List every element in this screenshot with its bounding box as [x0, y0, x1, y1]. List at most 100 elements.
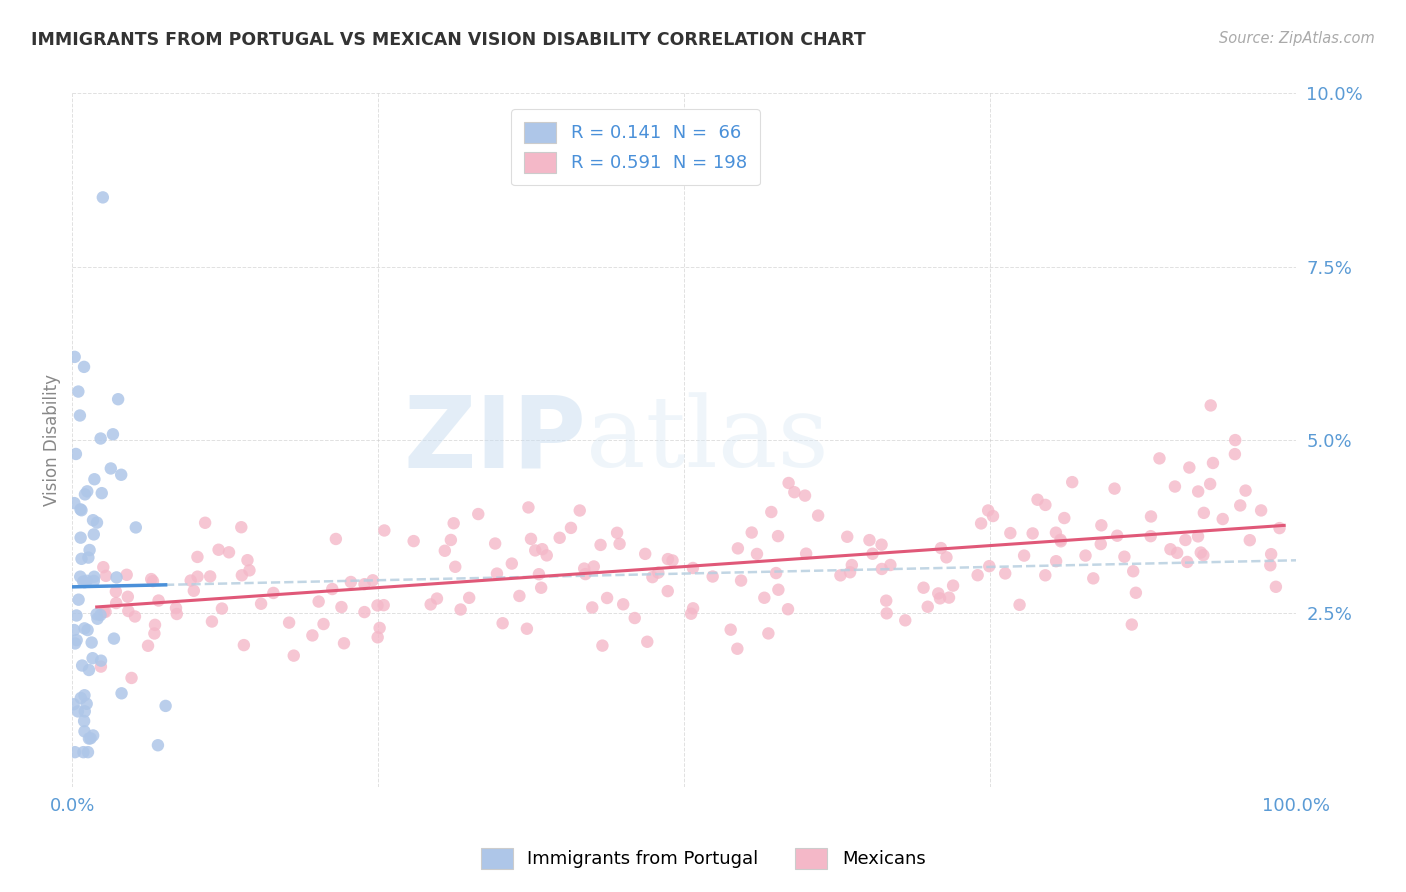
Point: [1050, 534, 1073, 549]
Point: [91, 560, 114, 574]
Point: [1264, 580, 1286, 594]
Point: [91, 190, 114, 204]
Point: [73, 575, 96, 590]
Point: [65, 608, 87, 623]
Point: [65, 447, 87, 461]
Point: [201, 615, 224, 629]
Point: [283, 648, 305, 663]
Point: [207, 542, 229, 557]
Point: [250, 597, 273, 611]
Legend: R = 0.141  N =  66, R = 0.591  N = 198: R = 0.141 N = 66, R = 0.591 N = 198: [512, 110, 759, 186]
Point: [516, 622, 538, 636]
Point: [1268, 521, 1291, 535]
Point: [1199, 477, 1222, 491]
Point: [783, 485, 806, 500]
Point: [807, 508, 830, 523]
Point: [467, 507, 489, 521]
Point: [970, 516, 993, 531]
Point: [1090, 518, 1112, 533]
Point: [67, 384, 90, 399]
Point: [929, 541, 952, 555]
Point: [73, 704, 96, 718]
Point: [79, 731, 101, 746]
Point: [110, 686, 132, 700]
Point: [1035, 498, 1057, 512]
Text: Source: ZipAtlas.com: Source: ZipAtlas.com: [1219, 31, 1375, 46]
Point: [568, 503, 591, 517]
Point: [1045, 525, 1067, 540]
Point: [1260, 547, 1282, 561]
Point: [520, 532, 543, 546]
Point: [1212, 512, 1234, 526]
Point: [90, 432, 112, 446]
Point: [90, 659, 112, 673]
Point: [73, 487, 96, 501]
Point: [745, 547, 768, 561]
Point: [582, 559, 605, 574]
Point: [758, 626, 780, 640]
Point: [63, 623, 86, 637]
Point: [657, 584, 679, 599]
Point: [236, 553, 259, 567]
Point: [894, 613, 917, 627]
Point: [1199, 399, 1222, 413]
Point: [83, 570, 105, 584]
Point: [768, 582, 790, 597]
Point: [702, 569, 724, 583]
Point: [572, 561, 595, 575]
Point: [419, 598, 441, 612]
Point: [606, 525, 628, 540]
Point: [1045, 554, 1067, 568]
Point: [778, 475, 800, 490]
Point: [94, 569, 117, 583]
Point: [69, 502, 91, 516]
Point: [720, 623, 742, 637]
Point: [186, 549, 208, 564]
Point: [1178, 460, 1201, 475]
Point: [870, 562, 893, 576]
Point: [433, 543, 456, 558]
Point: [1122, 564, 1144, 578]
Point: [527, 567, 550, 582]
Point: [69, 569, 91, 583]
Point: [1026, 492, 1049, 507]
Point: [1139, 529, 1161, 543]
Point: [966, 568, 988, 582]
Point: [211, 601, 233, 615]
Point: [231, 568, 253, 582]
Point: [1149, 451, 1171, 466]
Point: [574, 567, 596, 582]
Point: [77, 550, 100, 565]
Point: [194, 516, 217, 530]
Point: [90, 486, 112, 500]
Point: [143, 626, 166, 640]
Point: [141, 572, 163, 586]
Point: [86, 612, 108, 626]
Point: [104, 584, 127, 599]
Point: [727, 541, 749, 556]
Point: [1140, 509, 1163, 524]
Point: [491, 616, 513, 631]
Point: [86, 516, 108, 530]
Point: [581, 600, 603, 615]
Point: [730, 574, 752, 588]
Text: atlas: atlas: [586, 392, 830, 488]
Point: [938, 591, 960, 605]
Point: [1000, 526, 1022, 541]
Point: [373, 524, 395, 538]
Point: [426, 591, 449, 606]
Point: [143, 618, 166, 632]
Point: [330, 600, 353, 615]
Point: [63, 745, 86, 759]
Point: [1174, 533, 1197, 547]
Point: [183, 583, 205, 598]
Point: [548, 531, 571, 545]
Point: [1121, 617, 1143, 632]
Point: [609, 537, 631, 551]
Point: [591, 639, 613, 653]
Point: [636, 634, 658, 648]
Point: [136, 639, 159, 653]
Point: [308, 594, 330, 608]
Point: [73, 359, 96, 374]
Point: [100, 461, 122, 475]
